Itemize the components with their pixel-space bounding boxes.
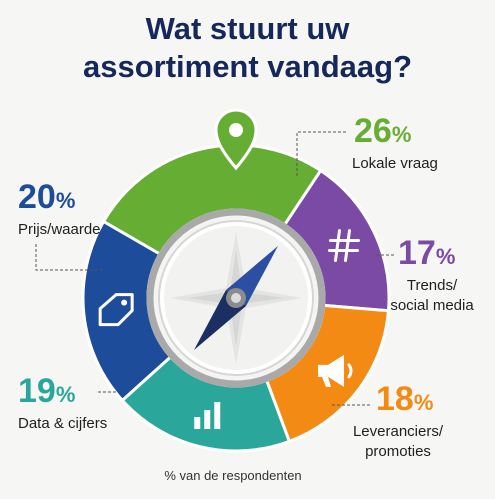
slice-label: Leveranciers/ (353, 423, 444, 440)
percent-sign: % (56, 382, 76, 407)
slice-label: Lokale vraag (352, 155, 438, 172)
slice-value: 20% (18, 178, 75, 216)
slice-label: promoties (365, 443, 431, 460)
slice-value: 26% (354, 112, 411, 150)
slice-label: social media (390, 297, 474, 314)
leader-line (35, 244, 104, 271)
price-tag-icon (98, 293, 134, 327)
slice-icons (98, 108, 360, 430)
percent-sign: % (414, 390, 434, 415)
percent-sign: % (392, 122, 412, 147)
percent-sign: % (56, 188, 76, 213)
slice-callouts: 26% Lokale vraag 17% Trends/social media 18%… (18, 112, 474, 460)
slice-value: 19% (18, 372, 75, 410)
footnote: % van de respondenten (164, 468, 301, 483)
chart-title-line-2: assortiment vandaag? (82, 49, 413, 84)
percent-sign: % (436, 244, 456, 269)
chart-title: Wat stuurt uw assortiment vandaag? (0, 10, 495, 86)
slice-label: Trends/ (407, 277, 458, 294)
label-leader-lines (35, 131, 394, 406)
map-pin-icon (214, 108, 258, 171)
chart-title-line-1: Wat stuurt uw (145, 11, 350, 46)
hashtag-icon (327, 229, 360, 263)
bar-chart-icon (194, 402, 221, 430)
leader-line (296, 131, 346, 176)
megaphone-icon (317, 354, 353, 387)
slice-value: 18% (376, 380, 433, 418)
compass-icon (146, 208, 326, 388)
slice-label: Prijs/waarde (18, 221, 101, 238)
slice-value: 17% (398, 234, 455, 272)
slice-label: Data & cijfers (18, 415, 107, 432)
